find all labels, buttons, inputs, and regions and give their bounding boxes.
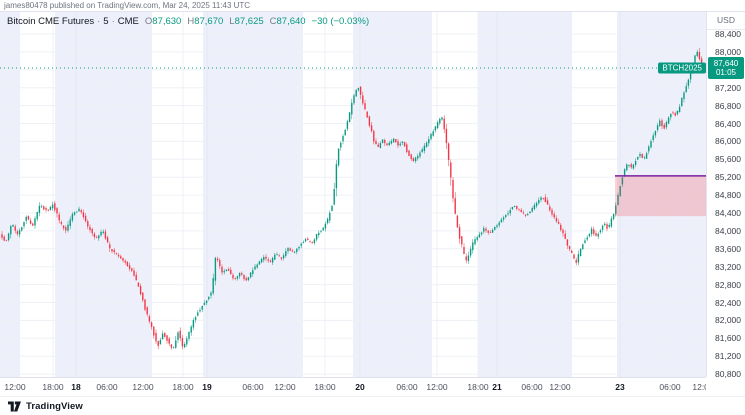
ohlc-values: O87,630 H87,670 L87,625 C87,640	[139, 16, 306, 27]
day-tick-label: 23	[615, 382, 625, 392]
price-axis[interactable]: USD 88,40088,00087,60087,20086,80086,400…	[706, 12, 745, 380]
time-tick-label: 12:00	[274, 382, 296, 392]
time-tick-label: 18:00	[467, 382, 489, 392]
day-tick-label: 20	[355, 382, 365, 392]
price-tick-label: 80,800	[715, 369, 741, 380]
tradingview-logo-icon[interactable]	[8, 401, 21, 412]
time-tick-label: 06:00	[242, 382, 264, 392]
price-tick-label: 83,200	[715, 261, 741, 272]
price-tick-label: 82,800	[715, 279, 741, 290]
interval-value[interactable]: 5	[103, 16, 109, 27]
time-tick-label: 18:00	[172, 382, 194, 392]
ohlc-letter: O	[144, 16, 153, 27]
chart-container: Bitcoin CME Futures · 5 · CME O87,630 H87,670 L…	[0, 11, 745, 415]
ohlc-value: 87,670	[194, 16, 224, 27]
supply-zone-rectangle[interactable]	[615, 175, 706, 217]
last-price-value: 87,640	[713, 59, 739, 68]
contract-price-line-label: BTCH2025	[658, 62, 706, 74]
bottom-bar: TradingView	[0, 396, 745, 415]
time-tick-label: 06:00	[521, 382, 543, 392]
price-tick-label: 85,200	[715, 172, 741, 183]
legend: Bitcoin CME Futures · 5 · CME O87,630 H87,670 L…	[7, 16, 369, 27]
ohlc-value: 87,640	[276, 16, 306, 27]
candlestick-chart	[0, 12, 706, 377]
time-tick-label: 12:00	[4, 382, 26, 392]
ohlc-value: 87,625	[234, 16, 264, 27]
ohlc-letter: C	[269, 16, 277, 27]
last-price-badge: 87,640 01:05	[708, 57, 744, 79]
day-tick-label: 18	[71, 382, 81, 392]
price-tick-label: 84,400	[715, 208, 741, 218]
price-tick-label: 83,600	[715, 243, 741, 254]
currency-label: USD	[707, 12, 745, 30]
time-tick-label: 06:00	[396, 382, 418, 392]
price-tick-label: 84,000	[715, 225, 741, 236]
bar-countdown: 01:05	[715, 68, 737, 77]
legend-separator: ·	[111, 16, 115, 27]
price-tick-label: 86,400	[715, 118, 741, 129]
price-tick-label: 86,000	[715, 136, 741, 147]
ohlc-letter: H	[187, 16, 195, 27]
change-value: −30 (−0.03%)	[311, 16, 370, 27]
time-axis[interactable]: 12:00 18:00 18 06:00 12:00 18:00 19 06:00 12:00 1…	[0, 377, 706, 396]
exchange-label[interactable]: CME	[117, 16, 139, 27]
price-tick-label: 88,400	[715, 29, 741, 39]
time-tick-label: 18:00	[314, 382, 336, 392]
price-tick-label: 81,600	[715, 333, 741, 344]
legend-separator: ·	[97, 16, 101, 27]
time-tick-label: 12:00	[549, 382, 571, 392]
plot-area[interactable]: Bitcoin CME Futures · 5 · CME O87,630 H87,670 L…	[0, 12, 706, 377]
price-tick-label: 88,000	[715, 46, 741, 57]
price-tick-label: 82,000	[715, 315, 741, 326]
price-tick-label: 87,200	[715, 82, 741, 93]
time-tick-label: 12:00	[692, 382, 706, 392]
symbol-title[interactable]: Bitcoin CME Futures	[7, 16, 95, 27]
price-tick-label: 84,800	[715, 190, 741, 201]
time-tick-label: 12:00	[426, 382, 448, 392]
price-tick-label: 86,800	[715, 100, 741, 111]
price-tick-label: 85,600	[715, 154, 741, 165]
ohlc-letter: L	[229, 16, 235, 27]
price-tick-label: 82,400	[715, 297, 741, 308]
ohlc-value: 87,630	[152, 16, 182, 27]
day-tick-label: 19	[202, 382, 212, 392]
time-tick-label: 12:00	[132, 382, 154, 392]
time-tick-label: 06:00	[96, 382, 118, 392]
attribution-text: james80478 published on TradingView.com,…	[4, 1, 251, 10]
time-tick-label: 06:00	[659, 382, 681, 392]
day-tick-label: 21	[492, 382, 502, 392]
price-tick-label: 81,200	[715, 351, 741, 362]
tradingview-wordmark[interactable]: TradingView	[26, 401, 83, 412]
time-tick-label: 18:00	[42, 382, 64, 392]
